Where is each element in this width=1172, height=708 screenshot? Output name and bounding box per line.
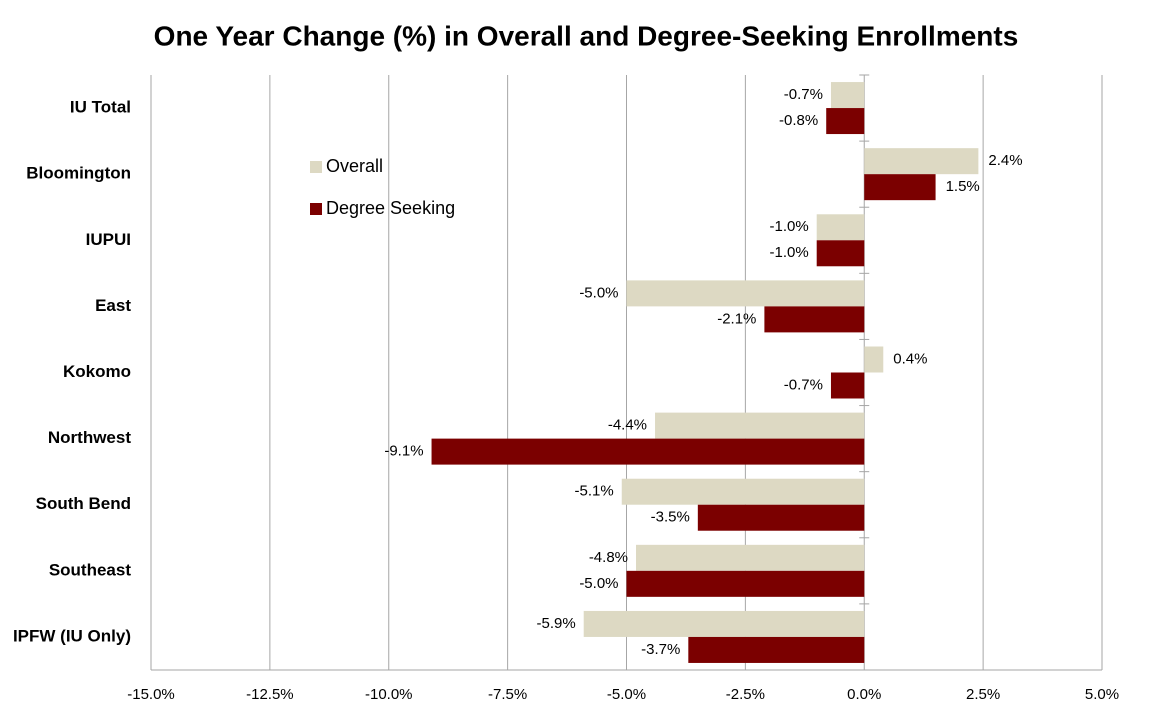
bar bbox=[816, 240, 865, 267]
value-label: -3.5% bbox=[651, 509, 690, 526]
value-label: -1.0% bbox=[770, 218, 809, 235]
x-tick-label: -2.5% bbox=[726, 686, 765, 703]
x-tick-label: -7.5% bbox=[488, 686, 527, 703]
value-label: 0.4% bbox=[893, 350, 927, 367]
legend-swatch bbox=[310, 161, 322, 173]
value-label: -5.9% bbox=[537, 615, 576, 632]
bar bbox=[830, 82, 865, 109]
bar bbox=[431, 438, 865, 465]
x-tick-label: 0.0% bbox=[847, 686, 881, 703]
bar bbox=[764, 306, 865, 333]
value-label: -9.1% bbox=[384, 443, 423, 460]
legend-label: Overall bbox=[326, 156, 383, 176]
legend-label: Degree Seeking bbox=[326, 198, 455, 218]
bar bbox=[688, 636, 865, 663]
category-label: IU Total bbox=[70, 98, 131, 117]
legend-swatch bbox=[310, 203, 322, 215]
x-tick-label: -5.0% bbox=[607, 686, 646, 703]
value-label: 1.5% bbox=[946, 178, 980, 195]
bar bbox=[636, 544, 865, 571]
value-label: -0.8% bbox=[779, 112, 818, 129]
x-tick-label: 5.0% bbox=[1085, 686, 1119, 703]
bar bbox=[864, 148, 979, 175]
bar bbox=[655, 412, 865, 439]
category-label: Bloomington bbox=[26, 164, 131, 183]
bar bbox=[826, 108, 865, 135]
value-label: -5.1% bbox=[575, 483, 614, 500]
bar bbox=[583, 610, 865, 637]
value-label: -1.0% bbox=[770, 244, 809, 261]
category-label: Kokomo bbox=[63, 362, 131, 381]
value-label: 2.4% bbox=[988, 152, 1022, 169]
value-label: -4.4% bbox=[608, 417, 647, 434]
bar bbox=[864, 346, 884, 373]
bar bbox=[830, 372, 865, 399]
category-label: Southeast bbox=[49, 560, 132, 579]
bar bbox=[626, 280, 865, 307]
value-label: -5.0% bbox=[579, 284, 618, 301]
bar bbox=[697, 504, 865, 531]
bar bbox=[816, 214, 865, 241]
value-label: -0.7% bbox=[784, 86, 823, 103]
bar bbox=[864, 174, 936, 201]
value-label: -4.8% bbox=[589, 549, 628, 566]
category-label: IUPUI bbox=[86, 230, 131, 249]
x-tick-label: -12.5% bbox=[246, 686, 294, 703]
category-label: East bbox=[95, 296, 131, 315]
value-label: -0.7% bbox=[784, 376, 823, 393]
x-tick-label: 2.5% bbox=[966, 686, 1000, 703]
value-label: -3.7% bbox=[641, 641, 680, 658]
bar bbox=[626, 570, 865, 597]
value-label: -2.1% bbox=[717, 310, 756, 327]
chart-title: One Year Change (%) in Overall and Degre… bbox=[154, 20, 1019, 51]
value-label: -5.0% bbox=[579, 575, 618, 592]
bar bbox=[621, 478, 865, 505]
category-label: South Bend bbox=[36, 494, 131, 513]
category-label: Northwest bbox=[48, 428, 131, 447]
category-label: IPFW (IU Only) bbox=[13, 626, 131, 645]
x-tick-label: -10.0% bbox=[365, 686, 413, 703]
x-tick-label: -15.0% bbox=[127, 686, 175, 703]
